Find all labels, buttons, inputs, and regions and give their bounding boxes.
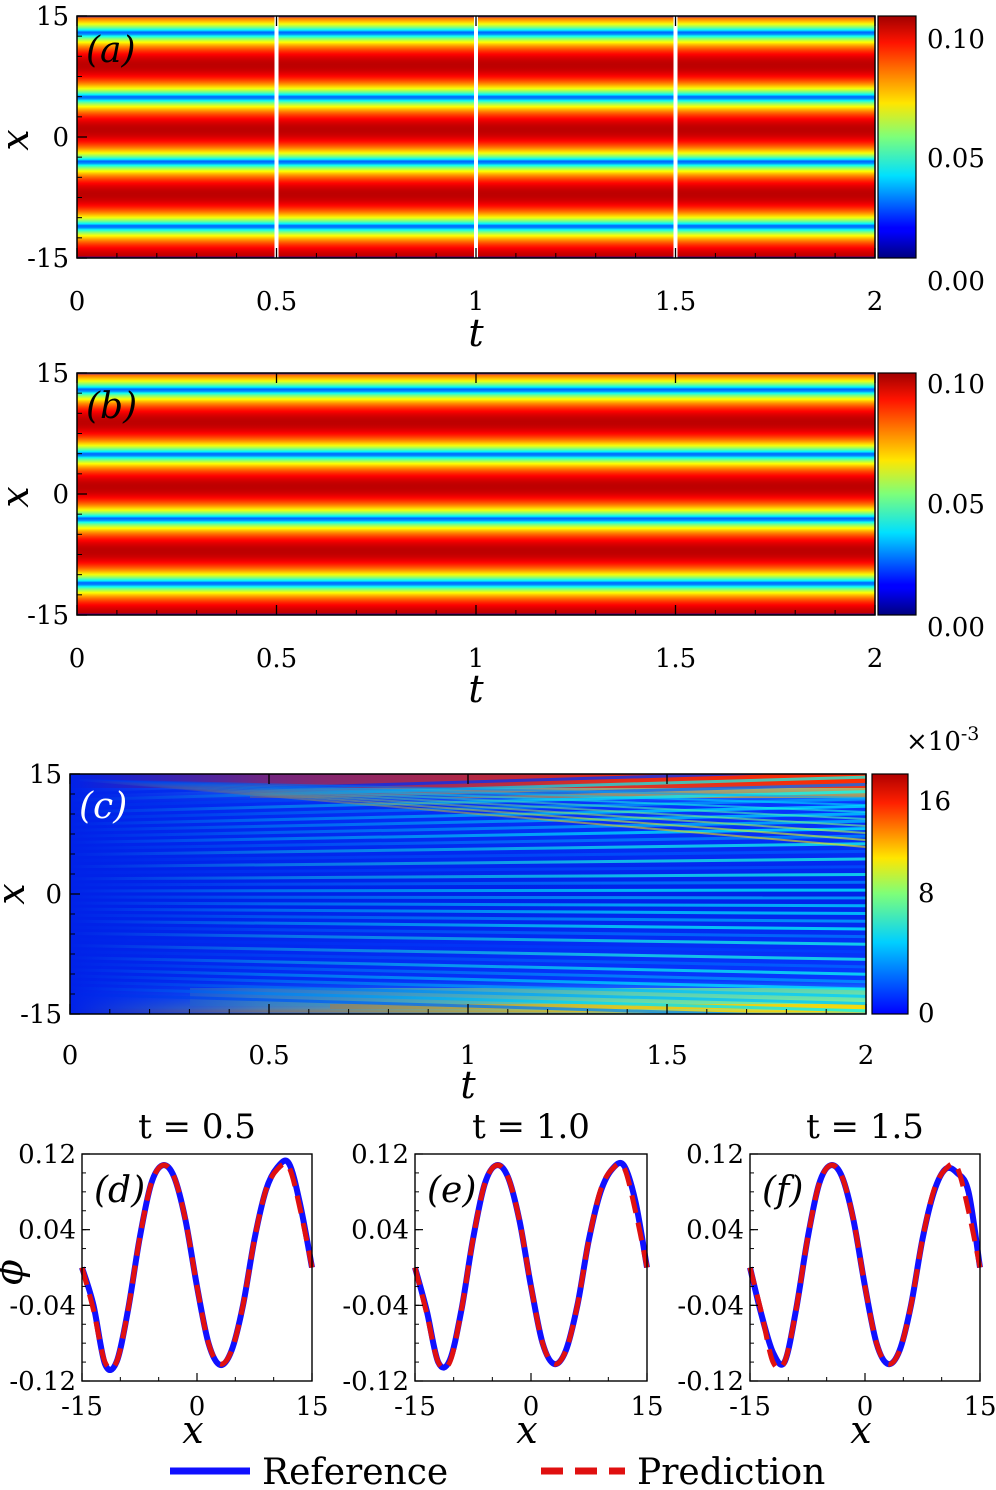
legend: Reference Prediction xyxy=(170,1452,825,1490)
x-axis-label: x xyxy=(516,1408,537,1452)
panel-label: (e) xyxy=(427,1170,476,1211)
x-axis-label-c: t xyxy=(460,1063,476,1107)
legend-reference-label: Reference xyxy=(262,1452,448,1490)
panel-title: t = 1.0 xyxy=(472,1107,590,1147)
x-axis-label-a: t xyxy=(468,311,484,355)
x-axis-label-b: t xyxy=(468,667,484,711)
y-tick-label: -0.04 xyxy=(342,1291,409,1321)
heatmap-c-fade xyxy=(70,774,866,1014)
y-tick-label: -0.12 xyxy=(342,1367,409,1397)
y-axis-label-a: x xyxy=(0,129,37,150)
colorbar-b-tick-bottom: 0.00 xyxy=(927,613,985,643)
colorbar-b-tick-top: 0.10 xyxy=(927,370,985,400)
y-tick-label: 0.12 xyxy=(18,1140,76,1170)
colorbar-a-tick-mid: 0.05 xyxy=(927,144,985,174)
panel-label: (f) xyxy=(762,1170,803,1211)
y-axis-label-c: x xyxy=(0,883,33,904)
x-tick-label: 0 xyxy=(523,1392,540,1422)
y-tick-label: -15 xyxy=(27,244,69,274)
y-tick-label: -15 xyxy=(27,601,69,631)
x-tick-label: -15 xyxy=(61,1392,103,1422)
x-tick-label: 1 xyxy=(468,287,485,317)
x-tick-label: 0 xyxy=(69,287,86,317)
colorbar-c-tick-mid: 8 xyxy=(918,879,935,909)
x-tick-label: 15 xyxy=(963,1392,996,1422)
x-tick-label: 15 xyxy=(630,1392,663,1422)
x-tick-label: 0.5 xyxy=(256,644,297,674)
panel-label: (d) xyxy=(94,1170,145,1211)
colorbar-a-tick-top: 0.10 xyxy=(927,25,985,55)
y-tick-label: 0 xyxy=(52,123,69,153)
x-tick-label: -15 xyxy=(394,1392,436,1422)
colorbar-c xyxy=(871,773,909,1015)
y-tick-label: 0.04 xyxy=(351,1216,409,1246)
y-axis-label: ϕ xyxy=(0,1259,31,1285)
x-tick-label: 0 xyxy=(857,1392,874,1422)
y-tick-label: 15 xyxy=(36,2,69,32)
x-tick-label: 0 xyxy=(189,1392,206,1422)
time-marker-lines xyxy=(274,16,678,258)
y-axis-label-b: x xyxy=(0,486,37,507)
y-tick-label: -0.12 xyxy=(677,1367,744,1397)
colorbar-b-tick-mid: 0.05 xyxy=(927,490,985,520)
prediction-series-line xyxy=(747,1161,983,1371)
panel-label-b: (b) xyxy=(86,386,137,427)
colorbar-c-tick-top: 16 xyxy=(918,787,951,817)
y-tick-label: 15 xyxy=(29,760,62,790)
colorbar-a xyxy=(877,15,917,259)
y-tick-label: 0 xyxy=(52,480,69,510)
colorbar-c-scale: ×10-3 xyxy=(906,723,979,757)
x-tick-label: 1.5 xyxy=(646,1041,687,1071)
panel-title: t = 1.5 xyxy=(806,1107,924,1147)
y-tick-label: 0.12 xyxy=(686,1140,744,1170)
panel-label-a: (a) xyxy=(86,30,136,71)
panel-f-line: t = 1.5 0.12 0.04 -0.04 -0.12-15 0 15 (f) x xyxy=(677,1107,996,1452)
x-tick-label: 2 xyxy=(867,644,884,674)
x-tick-label: 1 xyxy=(468,644,485,674)
colorbar-c-scale-base: ×10 xyxy=(906,727,961,757)
colorbar-c-tick-bottom: 0 xyxy=(918,999,935,1029)
x-tick-label: 2 xyxy=(858,1041,875,1071)
x-tick-label: 15 xyxy=(295,1392,328,1422)
legend-prediction-label: Prediction xyxy=(637,1452,825,1490)
y-tick-label: -0.04 xyxy=(677,1291,744,1321)
panel-d-line: t = 0.5 0.12 0.04 -0.04 -0.12-15 0 15 (d) x ϕ xyxy=(0,1107,329,1452)
x-axis-label: x xyxy=(182,1408,203,1452)
y-tick-label: 15 xyxy=(36,359,69,389)
x-tick-label: -15 xyxy=(729,1392,771,1422)
x-tick-label: 1 xyxy=(460,1041,477,1071)
panel-title: t = 0.5 xyxy=(138,1107,256,1147)
x-tick-label: 0.5 xyxy=(256,287,297,317)
heatmap-b-image xyxy=(77,373,875,615)
colorbar-a-tick-bottom: 0.00 xyxy=(927,267,985,297)
y-tick-label: -0.12 xyxy=(9,1367,76,1397)
y-tick-label: -0.04 xyxy=(9,1291,76,1321)
x-tick-label: 1.5 xyxy=(655,287,696,317)
prediction-series-line xyxy=(79,1161,315,1372)
y-tick-label: 0.12 xyxy=(351,1140,409,1170)
x-tick-label: 1.5 xyxy=(655,644,696,674)
y-tick-label: -15 xyxy=(20,1000,62,1030)
colorbar-b xyxy=(877,372,917,616)
y-tick-label: 0 xyxy=(45,880,62,910)
prediction-series-line xyxy=(412,1161,650,1371)
y-tick-label: 0.04 xyxy=(18,1216,76,1246)
panel-e-line: t = 1.0 0.12 0.04 -0.04 -0.12-15 0 15 (e) x xyxy=(342,1107,663,1452)
y-tick-label: 0.04 xyxy=(686,1216,744,1246)
panel-label-c: (c) xyxy=(79,786,127,827)
x-tick-label: 0 xyxy=(62,1041,79,1071)
x-tick-label: 0.5 xyxy=(248,1041,289,1071)
colorbar-c-scale-exp: -3 xyxy=(961,723,980,745)
x-axis-label: x xyxy=(850,1408,871,1452)
x-tick-label: 0 xyxy=(69,644,86,674)
x-tick-label: 2 xyxy=(867,287,884,317)
